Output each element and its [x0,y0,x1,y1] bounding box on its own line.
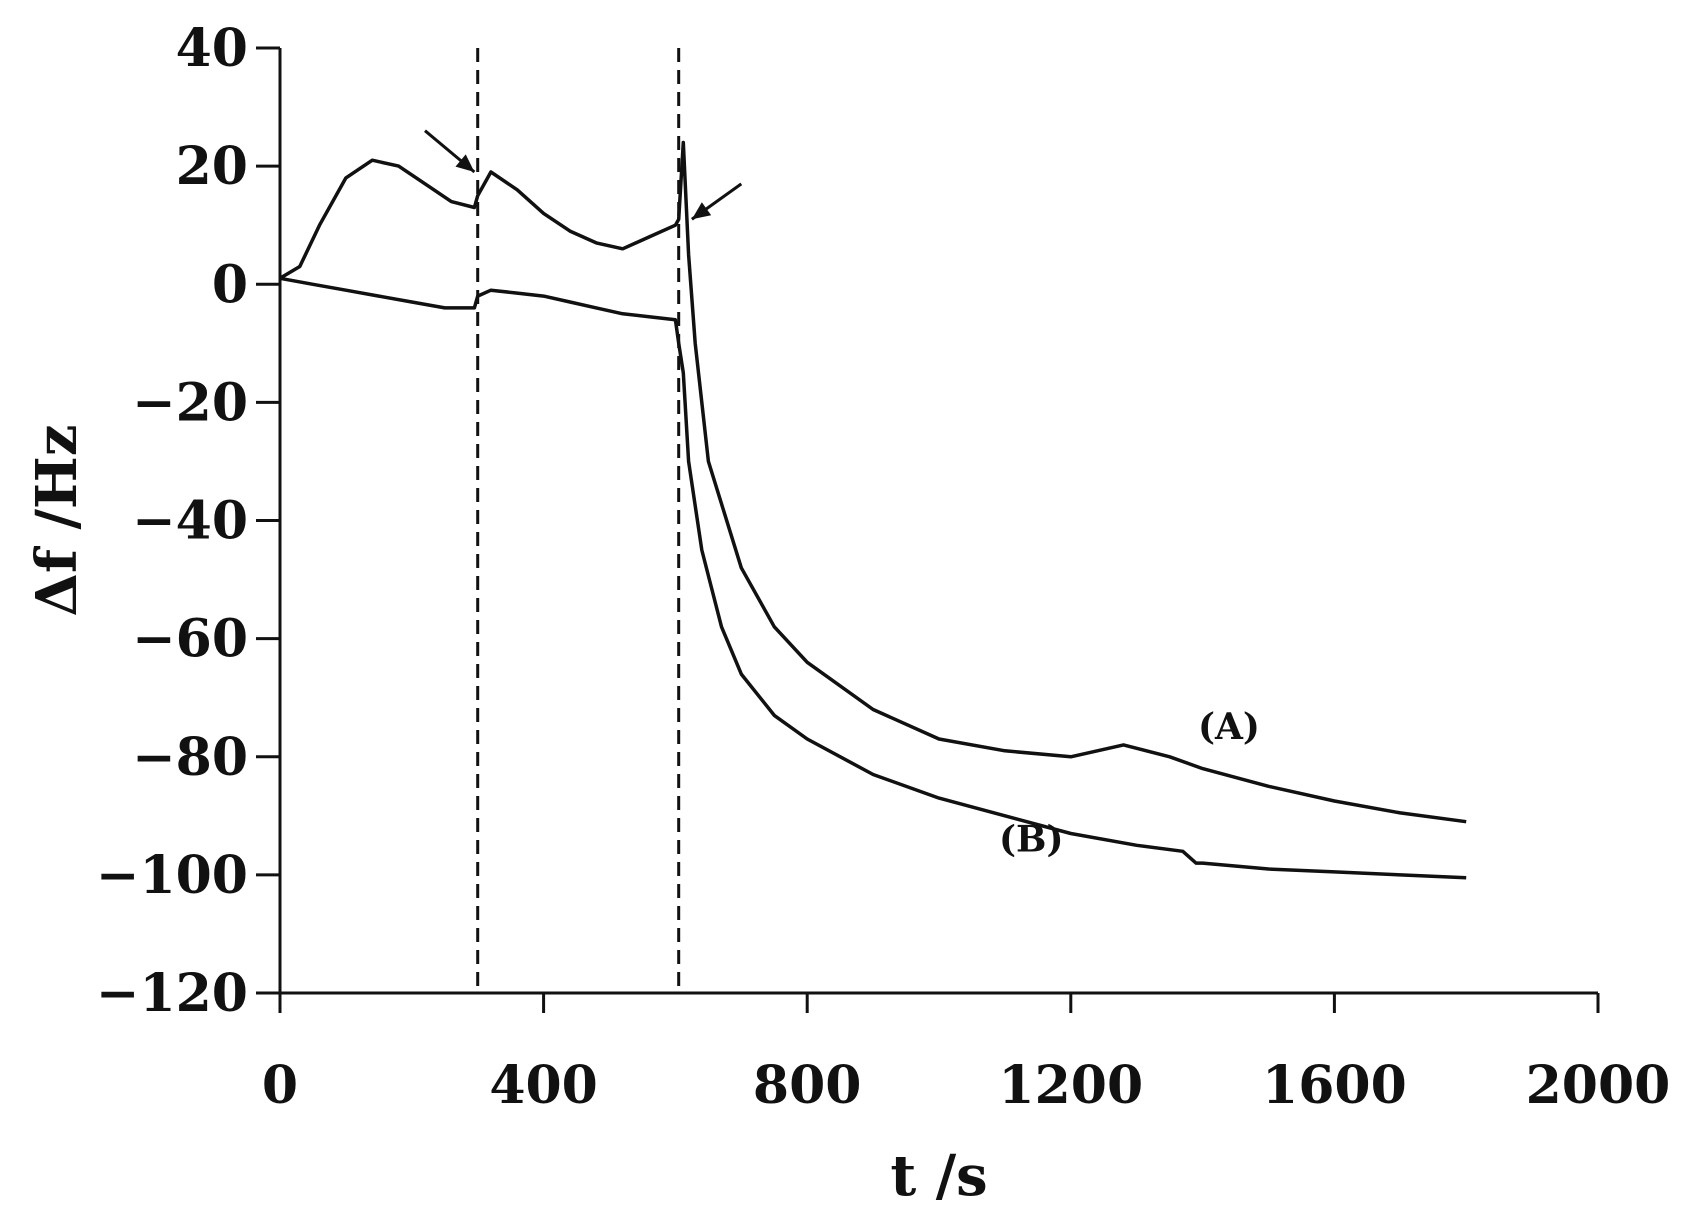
y-tick-label: −100 [96,845,248,906]
series-label-b: (B) [999,818,1064,860]
annotation-arrow-head [455,154,475,173]
x-tick-label: 0 [262,1055,298,1116]
x-tick-label: 2000 [1526,1055,1671,1116]
annotations [424,129,743,221]
y-tick-label: −120 [96,963,248,1024]
series-line-a [279,140,1467,824]
x-tick-label: 1600 [1262,1055,1407,1116]
y-tick-label: 40 [176,18,248,79]
x-tick-label: 1200 [998,1055,1143,1116]
x-axis-title: t /s [890,1143,987,1209]
y-tick-label: −80 [132,727,248,788]
x-tick-label: 800 [753,1055,862,1116]
x-tick-label: 400 [489,1055,598,1116]
annotation-arrow-head [691,202,712,220]
series-group: (A) (B) [279,140,1467,880]
y-tick-label: −40 [132,491,248,552]
y-tick-label: 20 [176,136,248,197]
series-line-b [279,276,1467,880]
series-label-a: (A) [1198,706,1260,748]
y-tick-label: 0 [212,254,248,315]
vertical-markers [476,48,681,993]
y-tick-label: −60 [132,609,248,670]
y-tick-label: −20 [132,372,248,433]
y-axis-title: Δf /Hz [24,424,90,616]
